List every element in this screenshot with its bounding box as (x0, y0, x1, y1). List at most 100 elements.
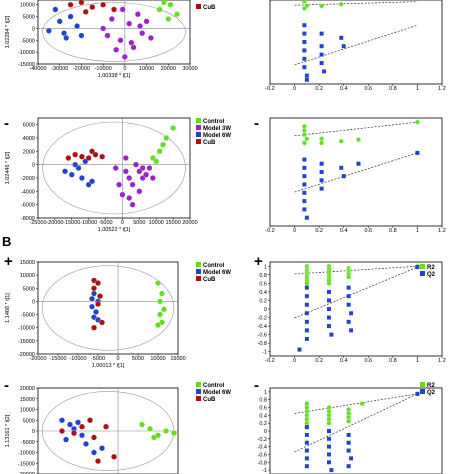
y-axis-label: 1.13161 * t[2] (5, 414, 11, 447)
legend-swatch (196, 269, 201, 274)
x-tick-label: 0 (293, 228, 296, 234)
control-point (165, 16, 172, 22)
model3w-point (116, 181, 123, 188)
y-tick-label: -8000 (21, 216, 35, 222)
y-tick-label: -0.2 (258, 316, 267, 322)
r2-regression-line (294, 1, 418, 6)
q2-point (302, 174, 307, 179)
x-tick-label: -0.2 (265, 86, 274, 92)
model3w-point (134, 11, 141, 18)
q2-point (346, 464, 351, 469)
x-tick-label: 15000 (165, 220, 180, 226)
q2-point (302, 65, 307, 70)
r2-point (346, 418, 352, 424)
model3w-point (129, 201, 136, 208)
legend-label: CuB (203, 140, 216, 146)
legend-label: Control (203, 383, 225, 389)
y-tick-label: 4000 (23, 136, 35, 142)
y-tick-label: 2000 (23, 149, 35, 155)
q2-point (304, 215, 309, 220)
q2-point (326, 452, 331, 457)
q2-regression-line (294, 152, 418, 193)
y-tick-label: -20000 (18, 472, 35, 474)
cub-point (78, 0, 85, 6)
cub-point (100, 1, 107, 8)
ion-mode-sign: - (254, 115, 259, 132)
plot-frame (37, 117, 191, 219)
plot-frame (269, 117, 443, 227)
plot-frame (269, 261, 443, 357)
y-tick-label: -0.2 (258, 437, 267, 443)
x-axis-label: 1.00338 * t[1] (98, 73, 131, 79)
y-tick-label: -0.4 (258, 445, 267, 451)
y-tick-label: -1 (262, 350, 267, 356)
legend-swatch (196, 396, 201, 401)
model-point (56, 18, 63, 25)
control-point (156, 6, 163, 13)
legend-label: Control (203, 119, 225, 125)
q2-point (341, 44, 346, 49)
x-tick-label: 0.6 (364, 358, 372, 364)
legend-swatch (196, 118, 201, 123)
y-tick-label: 0 (32, 429, 35, 435)
ion-mode-sign: + (4, 253, 13, 270)
r2-point (304, 280, 310, 286)
model3w-point (119, 191, 126, 198)
x-tick-label: 0.8 (389, 228, 397, 234)
r2-point (319, 136, 325, 142)
legend-swatch (196, 276, 201, 281)
q2-point (326, 289, 331, 294)
x-tick-label: -5000 (99, 220, 113, 226)
q2-point (304, 448, 309, 453)
model3w-point (143, 171, 150, 178)
r2-regression-line (294, 265, 418, 275)
pca-top-chart: -40000 -30000 -20000 -10000 0 10000 20000 30000… (5, 0, 216, 79)
legend-swatch (196, 262, 201, 267)
x-tick-label: -40000 (29, 66, 46, 72)
y-tick-label: -0.8 (258, 460, 267, 466)
plot-frame (37, 261, 179, 355)
r2-regression-line (294, 121, 418, 137)
q2-point (415, 265, 420, 270)
y-tick-label: 10000 (20, 408, 35, 414)
model-point (99, 445, 105, 452)
r2-point (301, 128, 307, 133)
q2-point (356, 161, 361, 166)
ion-mode-sign: - (4, 115, 9, 132)
control-point (163, 135, 170, 141)
hotelling-ellipse (42, 2, 186, 62)
legend-swatch (196, 389, 201, 394)
model-point (89, 303, 95, 310)
q2-point (326, 429, 331, 433)
y-tick-label: 0.4 (259, 413, 267, 419)
r2-point (359, 401, 365, 407)
legend-label: R2 (427, 265, 435, 271)
perm-b-pos-chart: -0.2 0 0.2 0.4 0.6 0.8 1 1.2 1 0.8 0.6 0.4 0.2 0 -0.2 -… (254, 253, 446, 364)
cub-point (99, 319, 105, 326)
x-tick-label: 10000 (149, 220, 164, 226)
r2-point (326, 280, 332, 286)
pca-b-pos-chart: -20000 -15000 -10000 -5000 0 5000 10000 1500015… (4, 253, 231, 369)
x-tick-label: 0.8 (389, 86, 397, 92)
r2-point (326, 420, 332, 426)
x-tick-label: 1.2 (438, 358, 446, 364)
plot-frame (37, 0, 191, 65)
ion-mode-sign: - (254, 377, 259, 394)
legend-label: CuB (203, 277, 216, 283)
x-tick-label: 15000 (170, 356, 185, 362)
ion-mode-sign: - (4, 377, 9, 394)
pca-b-neg-chart: 20000 15000 10000 5000 0 -5000 -10000 -15000 -20… (4, 377, 231, 474)
y-tick-label: 1 (264, 264, 267, 270)
y-tick-label: 0.2 (259, 421, 267, 427)
model3w-point (117, 37, 124, 44)
r2-point (414, 119, 420, 125)
q2-point (319, 186, 324, 191)
y-tick-label: -0.8 (258, 341, 267, 347)
q2-point (304, 311, 309, 316)
q2-point (326, 444, 331, 449)
x-tick-label: -15000 (49, 356, 66, 362)
model3w-point (119, 6, 126, 13)
y-tick-label: -5000 (21, 440, 35, 446)
model3w-point (137, 23, 144, 30)
